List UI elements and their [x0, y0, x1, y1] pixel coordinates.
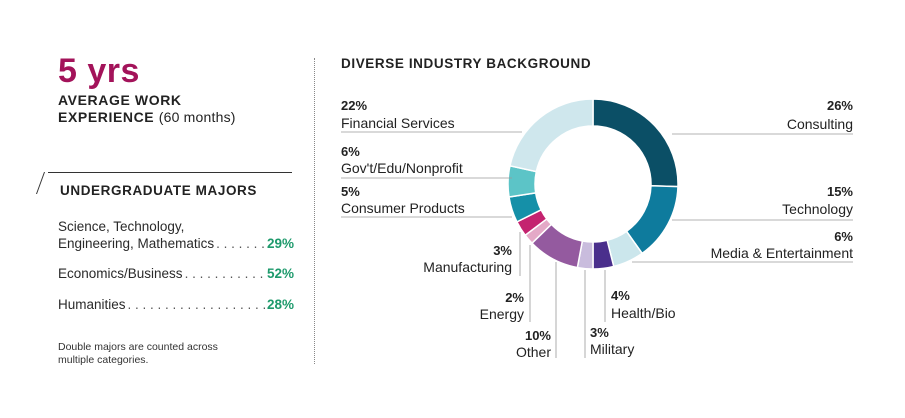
- slice-label-other: Other: [516, 344, 551, 360]
- slice-label-financial-services: Financial Services: [341, 115, 455, 131]
- slice-label-technology: Technology: [782, 201, 853, 217]
- major-row-economics: Economics/Business 52%: [58, 265, 294, 282]
- major-row-humanities: Humanities 28%: [58, 296, 294, 313]
- slice-percent-military: 3%: [590, 325, 609, 340]
- slice-percent-other: 10%: [525, 328, 551, 343]
- work-experience-caption: AVERAGE WORK EXPERIENCE (60 months): [58, 92, 288, 126]
- slice-percent-manufacturing: 3%: [493, 243, 512, 258]
- slice-financial-services: [509, 98, 594, 173]
- slice-percent-financial-services: 22%: [341, 98, 367, 113]
- caption-line-2: EXPERIENCE: [58, 109, 155, 125]
- major-percent: 52%: [266, 266, 294, 281]
- slice-percent-consumer-products: 5%: [341, 184, 360, 199]
- chart-title: DIVERSE INDUSTRY BACKGROUND: [341, 56, 592, 71]
- slice-label-military: Military: [590, 341, 634, 357]
- slice-label-consulting: Consulting: [787, 116, 853, 132]
- major-percent: 29%: [266, 236, 294, 251]
- major-label-top: Science, Technology,: [58, 219, 185, 234]
- majors-rule: [48, 172, 292, 173]
- footnote-line-2: multiple categories.: [58, 353, 149, 366]
- slice-percent-consulting: 26%: [827, 98, 853, 113]
- slice-label-manufacturing: Manufacturing: [423, 259, 512, 275]
- caption-line-1: AVERAGE WORK: [58, 92, 182, 108]
- slice-percent-energy: 2%: [505, 290, 524, 305]
- slice-percent-gov-t-edu-nonprofit: 6%: [341, 144, 360, 159]
- majors-footnote: Double majors are counted across multipl…: [58, 341, 258, 366]
- slice-percent-media-entertainment: 6%: [834, 229, 853, 244]
- major-row-stem: Science, Technology, Engineering, Mathem…: [58, 218, 294, 252]
- majors-heading: UNDERGRADUATE MAJORS: [60, 183, 258, 198]
- caption-months: (60 months): [158, 109, 236, 125]
- slice-label-consumer-products: Consumer Products: [341, 200, 465, 216]
- major-label: Engineering, Mathematics: [58, 236, 215, 251]
- column-divider: [314, 58, 315, 364]
- major-percent: 28%: [266, 297, 294, 312]
- work-experience-value: 5 yrs: [58, 52, 140, 90]
- slice-label-gov-t-edu-nonprofit: Gov't/Edu/Nonprofit: [341, 160, 463, 176]
- slice-label-media-entertainment: Media & Entertainment: [711, 245, 854, 261]
- slice-percent-technology: 15%: [827, 184, 853, 199]
- major-label: Humanities: [58, 297, 126, 312]
- major-label: Economics/Business: [58, 266, 183, 281]
- slice-label-energy: Energy: [480, 306, 524, 322]
- slice-consulting: [592, 98, 679, 188]
- slice-label-health-bio: Health/Bio: [611, 305, 676, 321]
- footnote-line-1: Double majors are counted across: [58, 341, 218, 353]
- slice-percent-health-bio: 4%: [611, 288, 630, 303]
